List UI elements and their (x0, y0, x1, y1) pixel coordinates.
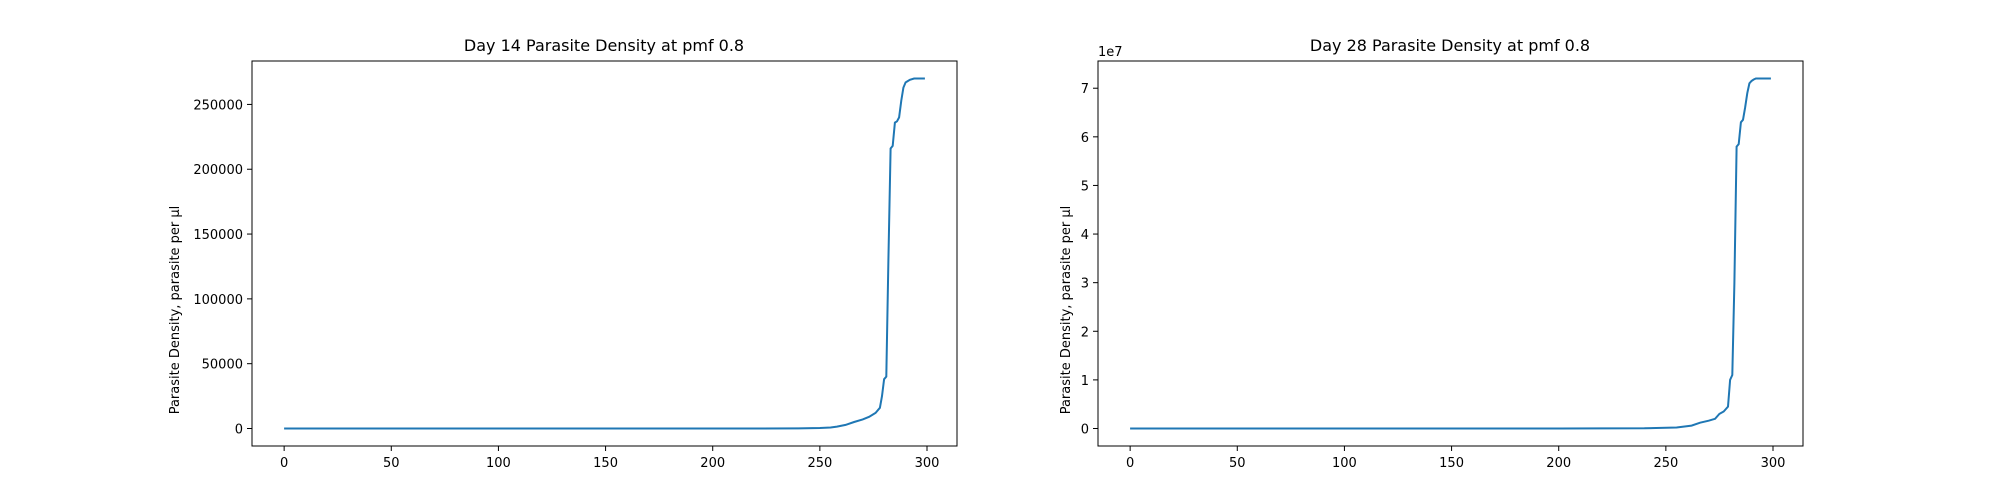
x-tick-label: 250 (1653, 456, 1678, 471)
y-axis-label: Parasite Density, parasite per µl (168, 206, 183, 415)
x-tick-label: 0 (1126, 456, 1134, 471)
x-tick-label: 0 (280, 456, 288, 471)
chart-title: Day 28 Parasite Density at pmf 0.8 (1310, 36, 1590, 55)
y-tick-label: 7 (1081, 82, 1089, 97)
x-tick-label: 100 (486, 456, 511, 471)
y-tick-label: 2 (1081, 325, 1089, 340)
ticks-layer: 0 50 100 150 200 250 300 0 50000 100000 150000 2000… (193, 98, 939, 471)
y-tick-label: 0 (235, 423, 243, 438)
x-tick-label: 200 (1546, 456, 1571, 471)
x-tick-label: 50 (1229, 456, 1246, 471)
y-tick-label: 200000 (193, 163, 243, 178)
x-tick-label: 50 (383, 456, 400, 471)
x-tick-label: 150 (1439, 456, 1464, 471)
y-offset-text: 1e7 (1098, 45, 1123, 60)
chart-day14: Day 14 Parasite Density at pmf 0.8 Paras… (168, 36, 958, 471)
y-tick-label: 150000 (193, 228, 243, 243)
chart-day28: Day 28 Parasite Density at pmf 0.8 Paras… (1059, 36, 1804, 471)
y-tick-label: 5 (1081, 179, 1089, 194)
y-axis-label: Parasite Density, parasite per µl (1059, 206, 1074, 415)
y-tick-label: 1 (1081, 374, 1089, 389)
y-tick-label: 4 (1081, 228, 1089, 243)
y-tick-label: 3 (1081, 277, 1089, 292)
y-tick-label: 50000 (202, 358, 243, 373)
y-tick-label: 100000 (193, 293, 243, 308)
x-tick-label: 300 (915, 456, 940, 471)
x-tick-label: 200 (700, 456, 725, 471)
x-tick-label: 300 (1761, 456, 1786, 471)
plot-frame (1097, 60, 1804, 447)
y-tick-label: 0 (1081, 423, 1089, 438)
series-line (284, 77, 925, 430)
x-tick-label: 100 (1332, 456, 1357, 471)
x-tick-label: 150 (593, 456, 618, 471)
y-tick-label: 250000 (193, 98, 243, 113)
y-tick-label: 6 (1081, 131, 1089, 146)
plot-frame (251, 60, 958, 447)
series-line (1130, 77, 1771, 430)
chart-title: Day 14 Parasite Density at pmf 0.8 (464, 36, 744, 55)
ticks-layer: 0 50 100 150 200 250 300 0 1 2 3 4 5 6 7 (1081, 82, 1786, 471)
x-tick-label: 250 (807, 456, 832, 471)
